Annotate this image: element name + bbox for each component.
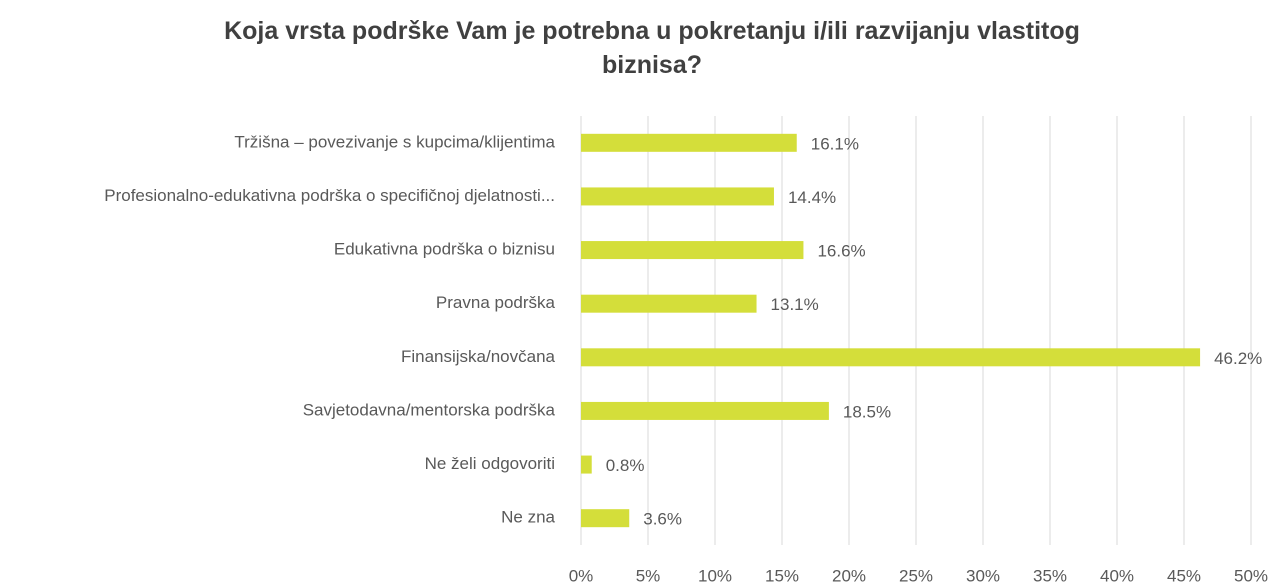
y-tick-label: Pravna podrška <box>436 293 556 312</box>
y-tick-label: Ne zna <box>501 508 555 527</box>
x-tick-label: 10% <box>698 566 732 585</box>
data-label: 0.8% <box>606 456 645 475</box>
data-label: 13.1% <box>771 295 819 314</box>
data-label: 14.4% <box>788 188 836 207</box>
data-label: 18.5% <box>843 402 891 421</box>
x-tick-label: 45% <box>1167 566 1201 585</box>
data-label: 16.6% <box>817 242 865 261</box>
bar <box>581 509 630 528</box>
x-tick-label: 35% <box>1033 566 1067 585</box>
bar <box>581 455 592 474</box>
bar <box>581 348 1201 367</box>
x-tick-label: 25% <box>899 566 933 585</box>
x-tick-label: 30% <box>966 566 1000 585</box>
x-tick-label: 0% <box>569 566 594 585</box>
x-tick-label: 20% <box>832 566 866 585</box>
y-tick-label: Profesionalno-edukativna podrška o speci… <box>104 186 555 205</box>
data-label: 46.2% <box>1214 349 1262 368</box>
chart-title: Koja vrsta podrške Vam je potrebna u pok… <box>224 17 1080 79</box>
bar <box>581 241 804 260</box>
data-label: 3.6% <box>643 510 682 529</box>
bar <box>581 133 797 152</box>
x-tick-label: 50% <box>1234 566 1268 585</box>
y-tick-label: Edukativna podrška o biznisu <box>334 240 555 259</box>
bar <box>581 294 757 313</box>
y-tick-label: Tržišna – povezivanje s kupcima/klijenti… <box>234 132 555 151</box>
y-tick-label: Ne želi odgovoriti <box>425 454 555 473</box>
data-label: 16.1% <box>811 134 859 153</box>
x-tick-label: 5% <box>636 566 661 585</box>
y-tick-label: Savjetodavna/mentorska podrška <box>303 400 556 419</box>
bar <box>581 187 774 206</box>
x-tick-label: 40% <box>1100 566 1134 585</box>
y-tick-label: Finansijska/novčana <box>401 347 556 366</box>
x-tick-label: 15% <box>765 566 799 585</box>
bar <box>581 401 829 420</box>
